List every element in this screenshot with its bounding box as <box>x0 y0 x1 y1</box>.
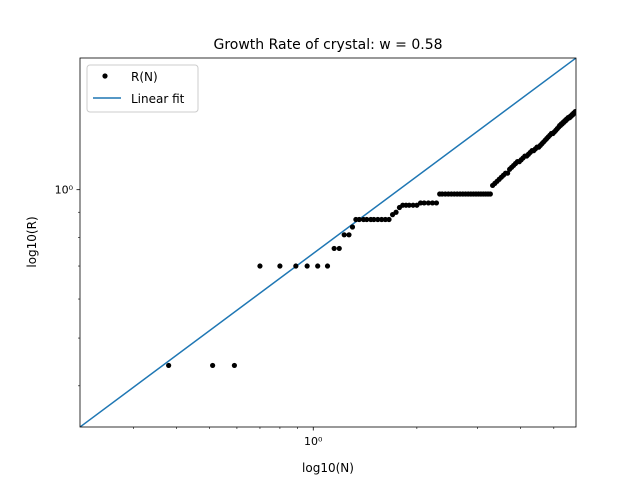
data-point <box>573 109 576 115</box>
y-axis-label: log10(R) <box>25 216 39 267</box>
data-point <box>425 200 431 206</box>
data-point <box>336 245 342 252</box>
data-point <box>324 263 331 269</box>
data-point <box>433 200 440 206</box>
axis-ticks: 10⁰ 10⁰ <box>55 184 555 448</box>
data-point <box>331 245 337 252</box>
data-point <box>293 263 299 269</box>
data-point <box>417 200 424 206</box>
data-point <box>315 263 321 269</box>
data-point <box>231 362 237 369</box>
x-axis-label: log10(N) <box>302 461 354 475</box>
legend-label-line: Linear fit <box>131 92 185 106</box>
data-point <box>429 200 436 206</box>
legend-box <box>86 64 199 113</box>
data-point <box>349 224 356 230</box>
series-layer <box>80 58 576 427</box>
data-point <box>364 216 370 223</box>
data-point <box>379 216 385 223</box>
data-point <box>382 216 388 223</box>
legend: R(N) Linear fit <box>86 64 199 113</box>
data-point <box>410 202 416 208</box>
data-point <box>406 202 412 208</box>
data-point <box>487 191 493 197</box>
data-point <box>375 216 381 223</box>
data-point <box>277 263 283 269</box>
legend-marker-points <box>102 73 108 79</box>
data-point <box>371 216 377 223</box>
legend-label-points: R(N) <box>131 70 158 84</box>
data-point <box>210 362 216 369</box>
plot-area <box>80 58 576 427</box>
data-point <box>257 263 263 269</box>
data-point <box>386 216 392 223</box>
x-tick-label: 10⁰ <box>304 435 323 448</box>
data-point <box>166 362 172 369</box>
data-point <box>346 232 352 238</box>
data-point <box>341 232 347 238</box>
data-point <box>421 200 427 206</box>
data-point <box>393 209 399 215</box>
fit-line <box>80 58 576 427</box>
y-tick-label: 10⁰ <box>55 184 74 197</box>
data-point <box>356 216 362 223</box>
data-point <box>504 170 511 176</box>
axes-frame <box>79 57 577 428</box>
data-point <box>304 263 310 269</box>
chart-title: Growth Rate of crystal: w = 0.58 <box>213 37 442 53</box>
